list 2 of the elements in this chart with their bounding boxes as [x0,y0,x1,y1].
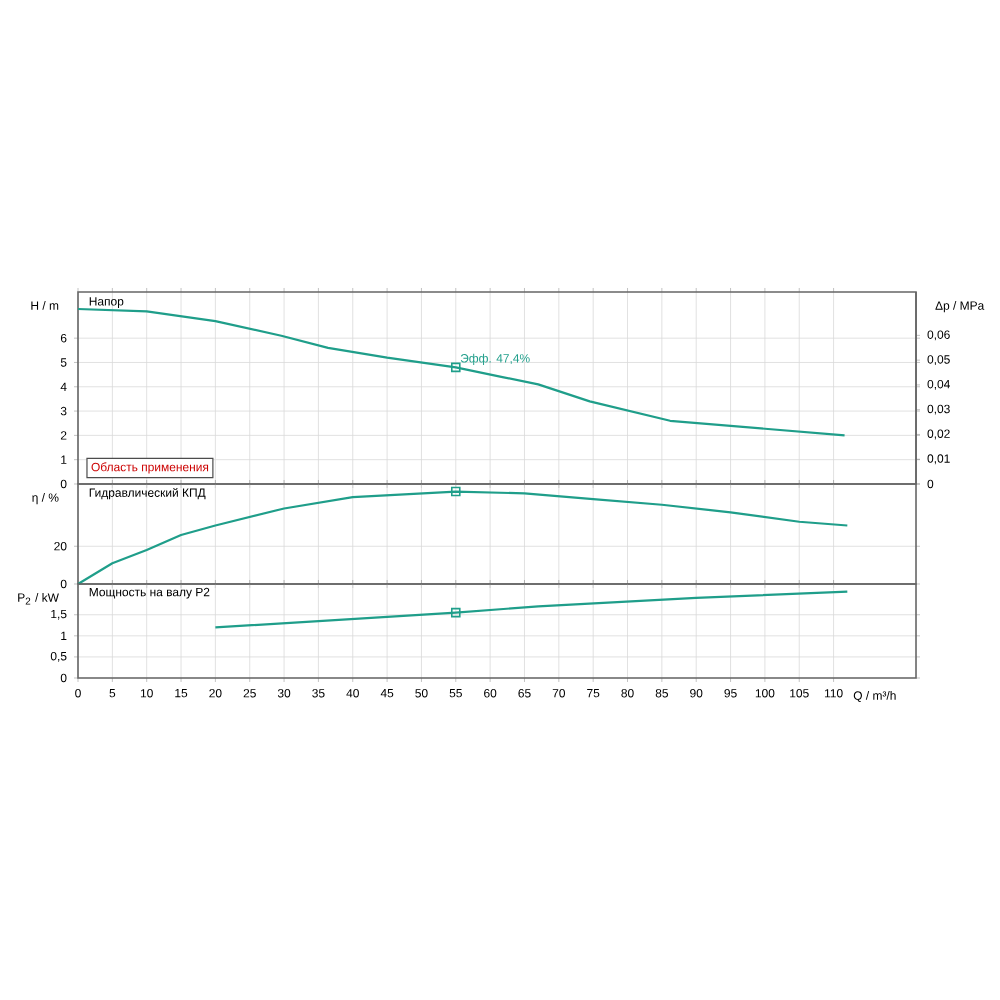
line-series [76,490,849,586]
line-series [214,590,849,629]
